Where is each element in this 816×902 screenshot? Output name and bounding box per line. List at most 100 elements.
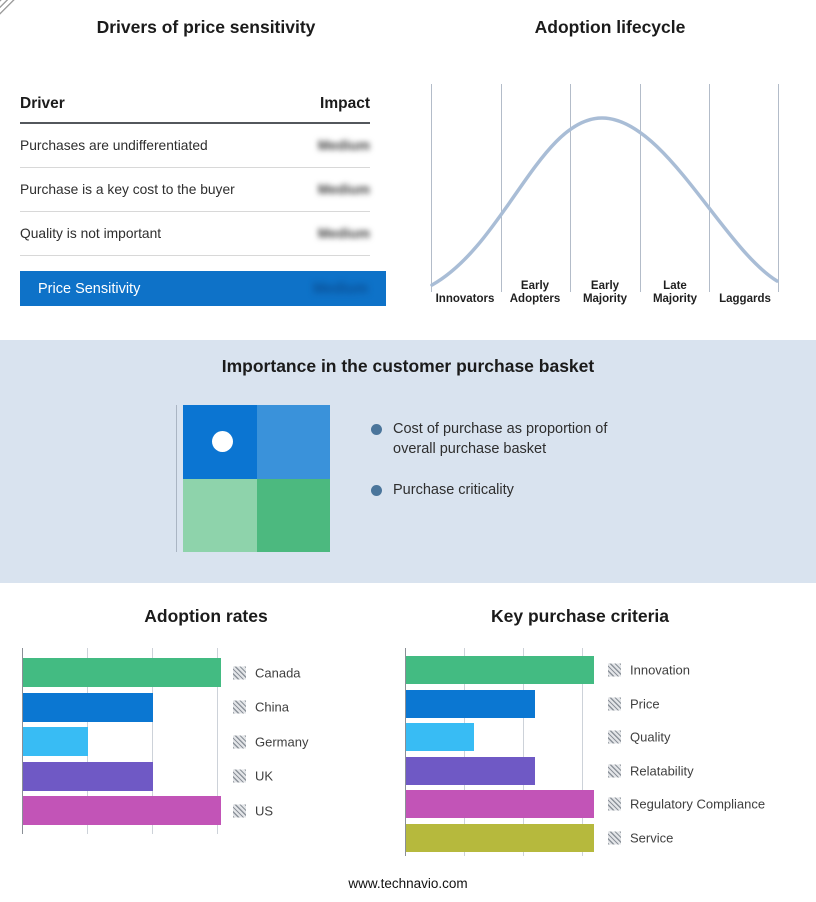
drivers-table-header: Driver Impact xyxy=(20,88,370,124)
bullet-item: Purchase criticality xyxy=(371,481,643,501)
lifecycle-stage-labels: Innovators Early Adopters Early Majority… xyxy=(430,273,780,306)
purchase-basket-panel: Importance in the customer purchase bask… xyxy=(0,340,816,583)
y-axis-line xyxy=(405,648,406,856)
legend-swatch-icon xyxy=(608,663,621,677)
bar-china xyxy=(23,692,153,722)
legend-swatch-icon xyxy=(608,831,621,844)
legend-label: China xyxy=(255,699,289,715)
stage-label-late-majority: Late Majority xyxy=(652,279,698,305)
drivers-panel-title: Drivers of price sensitivity xyxy=(96,17,316,37)
y-axis-line xyxy=(22,648,23,834)
bullet-icon xyxy=(371,485,382,496)
column-header-impact: Impact xyxy=(320,95,370,112)
lifecycle-gridlines xyxy=(430,84,780,292)
bar-germany xyxy=(23,727,88,756)
gridline xyxy=(778,84,779,292)
adoption-lifecycle-chart: Innovators Early Adopters Early Majority… xyxy=(430,84,780,308)
adoption-rates-title: Adoption rates xyxy=(144,606,268,626)
bar-innovation xyxy=(406,656,594,684)
bar-regulatory-compliance xyxy=(406,790,594,818)
key-purchase-criteria-chart: Innovation Price Quality Relatability Re… xyxy=(405,648,810,856)
bullet-text: Purchase criticality xyxy=(393,482,514,498)
legend-label: US xyxy=(255,803,274,818)
bar-canada xyxy=(23,658,221,687)
legend-swatch-icon xyxy=(233,735,246,748)
purchase-basket-title: Importance in the customer purchase bask… xyxy=(221,356,595,376)
chart-gridlines xyxy=(405,648,810,856)
legend-swatch-icon xyxy=(233,804,246,817)
chart-row: Canada xyxy=(22,658,412,687)
driver-cell: Purchases are undifferentiated xyxy=(20,138,208,153)
matrix-cell-bottom-right xyxy=(256,478,330,552)
lifecycle-panel-title: Adoption lifecycle xyxy=(534,17,686,37)
gridline xyxy=(431,84,432,292)
legend-swatch-icon xyxy=(608,730,621,744)
price-sensitivity-summary-row: Price Sensitivity Medium xyxy=(20,271,386,306)
chart-row: Service xyxy=(405,823,810,852)
chart-row: US xyxy=(22,796,412,825)
matrix-cell-top-right xyxy=(256,405,330,479)
gridline xyxy=(640,84,641,292)
gridline xyxy=(464,648,465,856)
legend-swatch-icon xyxy=(233,769,246,783)
priority-matrix xyxy=(183,405,330,552)
table-row: Quality is not important Medium xyxy=(20,212,370,256)
impact-cell-redacted: Medium xyxy=(317,138,370,153)
legend-swatch-icon xyxy=(608,797,621,811)
footer-url: www.technavio.com xyxy=(348,876,468,891)
chart-row: Relatability xyxy=(405,756,810,785)
bar-uk xyxy=(23,761,153,791)
column-header-driver: Driver xyxy=(20,95,65,112)
driver-cell: Purchase is a key cost to the buyer xyxy=(20,182,235,197)
drivers-table: Driver Impact Purchases are undifferenti… xyxy=(20,88,370,256)
impact-cell-redacted: Medium xyxy=(317,182,370,197)
bar-relatability xyxy=(406,756,535,785)
chart-row: UK xyxy=(22,761,412,791)
legend-label: Canada xyxy=(255,665,301,680)
legend-label: Regulatory Compliance xyxy=(630,796,766,812)
legend-label: Service xyxy=(630,830,674,845)
impact-cell-redacted: Medium xyxy=(317,226,370,241)
chart-row: Price xyxy=(405,689,810,718)
gridline xyxy=(523,648,524,856)
chart-row: Regulatory Compliance xyxy=(405,790,810,818)
summary-impact-redacted: Medium xyxy=(313,280,368,297)
bell-curve xyxy=(430,116,779,287)
matrix-marker-dot xyxy=(212,431,233,452)
matrix-cell-bottom-left xyxy=(183,478,257,552)
driver-cell: Quality is not important xyxy=(20,226,162,241)
bar-service xyxy=(406,823,594,852)
legend-swatch-icon xyxy=(233,700,246,714)
legend-swatch-icon xyxy=(608,764,621,777)
bullet-icon xyxy=(371,424,382,435)
legend-label: Price xyxy=(630,696,660,711)
matrix-cell-top-left xyxy=(183,405,257,479)
legend-label: Quality xyxy=(630,729,671,745)
bullet-text: Cost of purchase as proportion of overal… xyxy=(393,421,608,457)
bar-price xyxy=(406,689,535,718)
legend-swatch-icon xyxy=(233,666,246,679)
chart-row: China xyxy=(22,692,412,722)
table-row: Purchase is a key cost to the buyer Medi… xyxy=(20,168,370,212)
stage-label-early-adopters: Early Adopters xyxy=(509,279,561,305)
legend-label: Relatability xyxy=(630,763,694,778)
bar-us xyxy=(23,796,221,825)
gridline xyxy=(501,84,502,292)
summary-label: Price Sensitivity xyxy=(38,280,141,297)
bar-quality xyxy=(406,723,474,751)
legend-label: UK xyxy=(255,768,274,784)
legend-swatch-icon xyxy=(608,697,621,710)
gridline xyxy=(582,648,583,856)
table-row: Purchases are undifferentiated Medium xyxy=(20,124,370,168)
key-purchase-criteria-title: Key purchase criteria xyxy=(490,606,669,626)
gridline xyxy=(570,84,571,292)
chart-row: Quality xyxy=(405,723,810,751)
chart-row: Innovation xyxy=(405,656,810,684)
bullet-item: Cost of purchase as proportion of overal… xyxy=(371,420,643,459)
legend-label: Innovation xyxy=(630,662,690,678)
corner-hatch-decoration xyxy=(0,0,18,18)
legend-label: Germany xyxy=(255,734,309,749)
stage-label-laggards: Laggards xyxy=(719,292,771,305)
gridline xyxy=(709,84,710,292)
